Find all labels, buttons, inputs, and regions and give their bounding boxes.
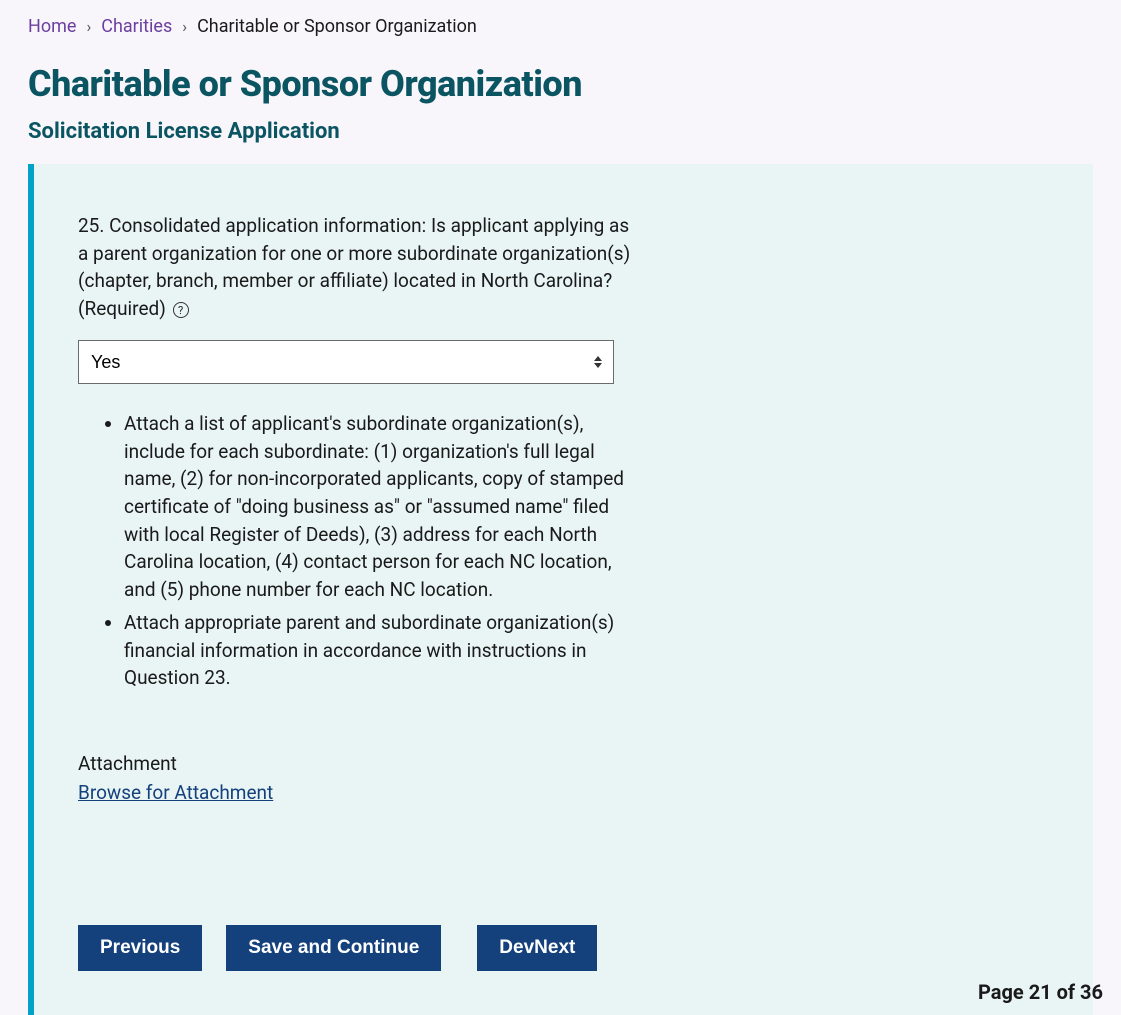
instruction-item: Attach a list of applicant's subordinate… [124,410,638,603]
devnext-button[interactable]: DevNext [477,925,597,971]
instruction-list: Attach a list of applicant's subordinate… [78,410,638,691]
answer-select[interactable]: YesNo [78,340,614,384]
question-text: 25. Consolidated application information… [78,214,630,320]
page-title: Charitable or Sponsor Organization [28,58,1093,110]
instruction-item: Attach appropriate parent and subordinat… [124,609,638,692]
save-continue-button[interactable]: Save and Continue [226,925,441,971]
page-root: Home › Charities › Charitable or Sponsor… [0,0,1121,1015]
attachment-label: Attachment [78,750,638,778]
breadcrumb-current: Charitable or Sponsor Organization [197,14,477,40]
answer-select-wrap: YesNo [78,340,614,384]
page-subtitle: Solicitation License Application [28,116,1093,148]
browse-attachment-link[interactable]: Browse for Attachment [78,781,273,804]
form-panel: 25. Consolidated application information… [28,164,1093,1015]
question-label: 25. Consolidated application information… [78,212,638,322]
chevron-right-icon: › [86,15,91,38]
breadcrumb-home[interactable]: Home [28,14,76,40]
help-icon[interactable]: ? [173,302,189,318]
page-indicator: Page 21 of 36 [978,978,1103,1007]
previous-button[interactable]: Previous [78,925,202,971]
breadcrumb-charities[interactable]: Charities [101,14,172,40]
question-25-block: 25. Consolidated application information… [78,212,638,971]
button-row: Previous Save and Continue DevNext [78,925,638,971]
chevron-right-icon: › [182,15,187,38]
breadcrumb: Home › Charities › Charitable or Sponsor… [28,14,1093,40]
